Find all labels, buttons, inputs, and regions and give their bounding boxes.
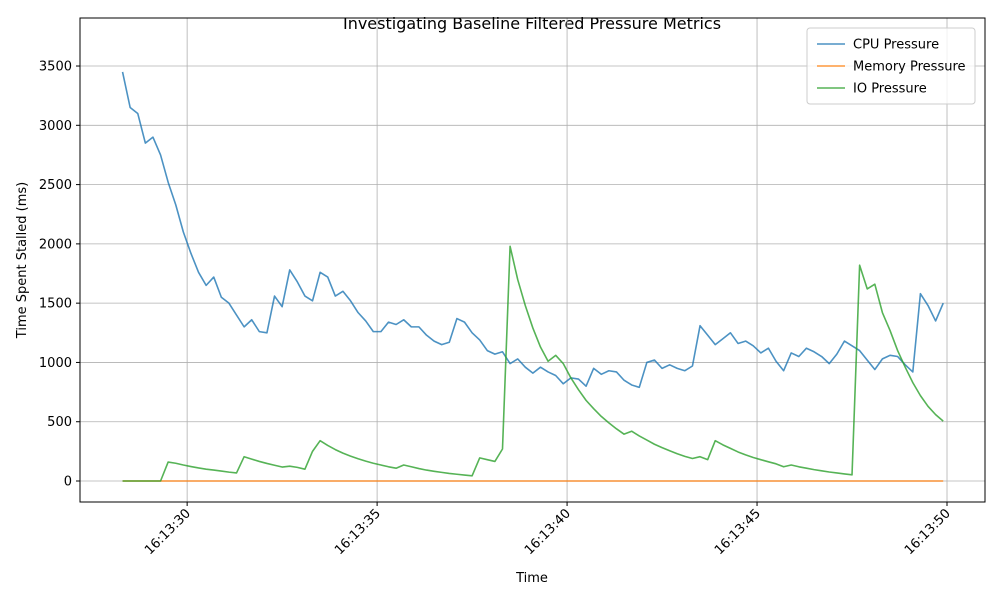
x-axis-label: Time [515, 571, 548, 586]
x-tick-label: 16:13:50 [902, 506, 954, 558]
x-tick-label: 16:13:45 [712, 506, 764, 558]
y-tick-label: 1000 [39, 356, 72, 371]
x-tick-label: 16:13:35 [332, 506, 384, 558]
line-series [122, 245, 944, 482]
x-tick-label: 16:13:30 [142, 506, 194, 558]
legend-label: Memory Pressure [853, 60, 966, 75]
x-tick-label: 16:13:40 [522, 506, 574, 558]
plot-frame [79, 17, 986, 503]
y-tick-label: 0 [64, 475, 72, 490]
y-tick-label: 3500 [39, 60, 72, 75]
legend-box [806, 27, 976, 105]
legend-label: IO Pressure [853, 82, 927, 97]
y-tick-label: 500 [47, 415, 72, 430]
y-tick-label: 2000 [39, 237, 72, 252]
y-tick-label: 2500 [39, 178, 72, 193]
legend-label: CPU Pressure [853, 38, 939, 53]
y-axis-label: Time Spent Stalled (ms) [15, 182, 30, 339]
y-tick-label: 1500 [39, 297, 72, 312]
line-series [121, 71, 944, 389]
y-tick-label: 3000 [39, 119, 72, 134]
chart-title: Investigating Baseline Filtered Pressure… [343, 14, 721, 33]
